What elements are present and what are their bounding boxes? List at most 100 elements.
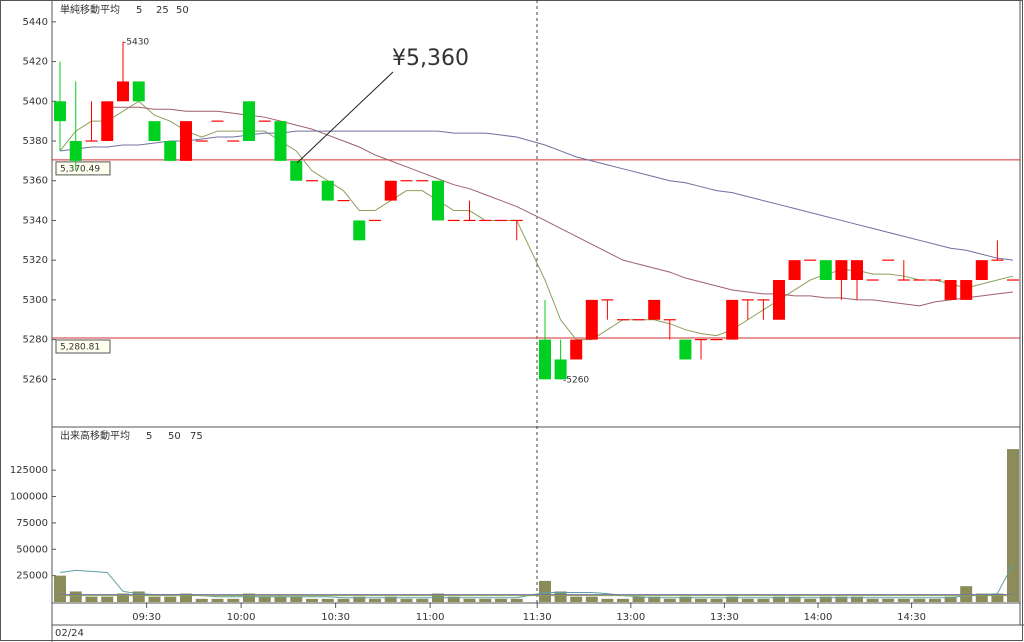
volume-bar <box>851 596 863 602</box>
volume-bar <box>274 596 287 602</box>
legend-entry: 25 <box>156 5 169 16</box>
annotation: -5430 <box>123 38 149 48</box>
volume-bar <box>773 596 785 602</box>
volume-bar <box>148 596 161 602</box>
y-tick-label: 100000 <box>10 492 48 503</box>
volume-bar <box>663 598 676 602</box>
x-tick-label: 11:30 <box>523 612 552 623</box>
candle-body <box>773 280 785 320</box>
volume-bar <box>180 593 192 602</box>
volume-bar <box>882 598 895 602</box>
candle-body <box>944 280 957 300</box>
legend-entry: 5 <box>136 5 142 16</box>
annotation: ¥5,360 <box>392 46 469 71</box>
legend-title: 単純移動平均 <box>60 3 120 16</box>
volume-bar <box>290 596 303 602</box>
x-tick-label: 09:30 <box>132 612 161 623</box>
volume-bar <box>117 593 129 602</box>
volume-bar <box>539 580 551 602</box>
y-tick-label: 5340 <box>23 215 48 226</box>
candle-body <box>432 180 444 221</box>
volume-bar <box>835 596 848 602</box>
candle-body <box>851 260 863 281</box>
volume-bar <box>804 598 817 602</box>
volume-bar <box>679 596 692 602</box>
reference-label: 5,280.81 <box>60 342 100 352</box>
volume-bar <box>69 591 82 602</box>
y-tick-label: 5440 <box>23 17 48 28</box>
volume-bar <box>617 598 629 602</box>
candle-body <box>132 81 145 102</box>
date-label: 02/24 <box>55 628 84 639</box>
volume-bar <box>757 598 770 602</box>
candle-body <box>835 260 848 281</box>
volume-bar <box>243 593 255 602</box>
legend-entry: 75 <box>190 431 203 442</box>
volume-bar <box>710 598 723 602</box>
candle-body <box>585 299 598 340</box>
volume-bar <box>585 596 598 602</box>
volume-bar <box>495 598 507 602</box>
volume-bar <box>741 598 754 602</box>
volume-bar <box>132 591 145 602</box>
y-tick-label: 50000 <box>16 544 48 555</box>
x-tick-label: 14:00 <box>804 612 833 623</box>
volume-bar <box>554 591 567 602</box>
candle-body <box>180 121 192 161</box>
candle-body <box>975 260 988 281</box>
y-tick-label: 5400 <box>23 96 48 107</box>
volume-bar <box>400 598 413 602</box>
y-tick-label: 5280 <box>23 335 48 346</box>
candle-body <box>353 220 366 241</box>
y-tick-label: 5380 <box>23 136 48 147</box>
volume-bar <box>819 596 832 602</box>
x-tick-label: 13:00 <box>616 612 645 623</box>
volume-bar <box>101 596 114 602</box>
volume-bar <box>788 596 801 602</box>
candle-body <box>321 180 334 201</box>
volume-bar <box>929 598 941 602</box>
candle-body <box>148 121 161 142</box>
candle-body <box>101 101 114 142</box>
y-tick-label: 125000 <box>10 465 48 476</box>
ma-line <box>59 130 1014 261</box>
candle-body <box>570 339 583 360</box>
volume-bar <box>227 598 240 602</box>
volume-bar <box>85 596 98 602</box>
x-tick-label: 14:30 <box>897 612 926 623</box>
volume-bar <box>975 593 988 602</box>
volume-bar <box>258 596 271 602</box>
y-tick-label: 5360 <box>23 176 48 187</box>
volume-bar <box>447 596 460 602</box>
volume-bar <box>960 586 973 602</box>
volume-bar <box>570 596 583 602</box>
candle-body <box>117 81 129 102</box>
y-tick-label: 25000 <box>16 571 48 582</box>
y-tick-label: 5320 <box>23 255 48 266</box>
reference-label-box <box>55 161 111 176</box>
volume-bar <box>463 598 476 602</box>
legend-entry: 50 <box>176 5 189 16</box>
candle-body <box>960 280 973 300</box>
ma-line <box>59 563 1014 599</box>
candle-body <box>554 359 567 380</box>
volume-bar <box>601 598 614 602</box>
y-tick-label: 75000 <box>16 518 48 529</box>
candle-body <box>164 141 177 161</box>
volume-bar <box>306 598 318 602</box>
volume-bar <box>337 598 350 602</box>
candle-body <box>648 299 661 320</box>
volume-bar <box>695 598 707 602</box>
volume-bar <box>479 598 492 602</box>
candle-body <box>243 101 255 142</box>
volume-bar <box>726 596 739 602</box>
legend-entry: 5 <box>146 431 152 442</box>
volume-bar <box>164 596 177 602</box>
volume-bar <box>991 593 1004 602</box>
volume-bar <box>648 596 661 602</box>
x-tick-label: 11:00 <box>416 612 445 623</box>
candle-body <box>384 180 397 201</box>
volume-bar <box>384 596 397 602</box>
candle-body <box>726 299 739 340</box>
